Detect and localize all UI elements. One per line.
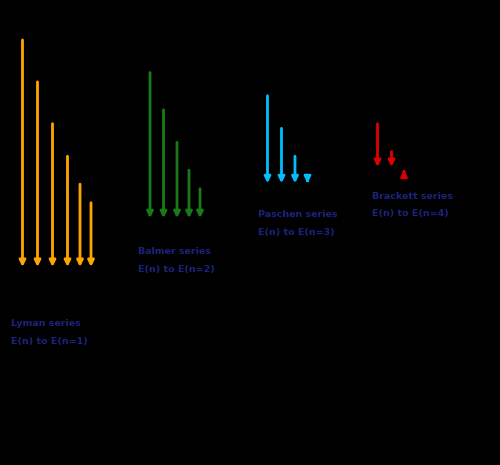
Text: Balmer series: Balmer series	[138, 247, 210, 256]
Text: Lyman series: Lyman series	[11, 319, 81, 328]
Text: E(n) to E(n=4): E(n) to E(n=4)	[372, 209, 449, 218]
Text: E(n) to E(n=2): E(n) to E(n=2)	[138, 265, 214, 274]
Text: E(n) to E(n=1): E(n) to E(n=1)	[11, 337, 88, 346]
Text: Paschen series: Paschen series	[258, 210, 337, 219]
Text: E(n) to E(n=3): E(n) to E(n=3)	[258, 228, 334, 237]
Text: Brackett series: Brackett series	[372, 192, 454, 200]
